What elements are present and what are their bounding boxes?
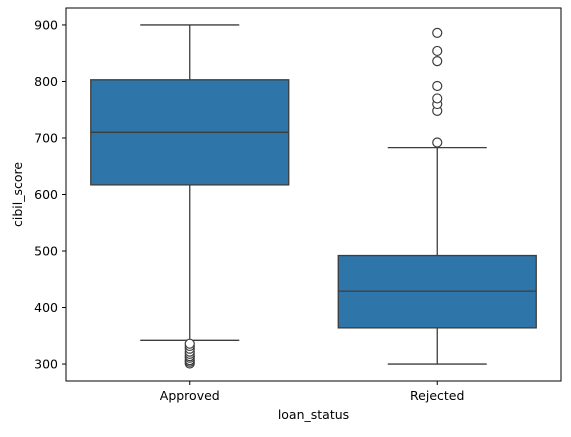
x-tick-label: Rejected: [410, 388, 464, 403]
y-tick-label: 300: [34, 357, 58, 372]
axes-frame: [65, 7, 562, 382]
outlier-point: [432, 80, 443, 92]
y-tick-label: 900: [34, 17, 58, 32]
outlier-point: [184, 338, 195, 349]
y-tick-label: 600: [34, 187, 58, 202]
outlier-point: [432, 56, 443, 67]
ticks-layer: 300 400 500 600 700 800 900 Approved Rejected: [34, 17, 464, 403]
y-axis-label: cibil_score: [10, 162, 25, 227]
outlier-point: [432, 45, 443, 57]
box-group-rejected: [337, 27, 537, 365]
outlier-point: [432, 93, 443, 104]
x-tick-label: Approved: [160, 388, 220, 403]
box-group-approved: [90, 24, 290, 369]
y-tick-label: 400: [34, 300, 58, 315]
x-axis-label: loan_status: [278, 407, 349, 422]
y-tick-label: 700: [34, 130, 58, 145]
boxes-layer: [90, 24, 537, 369]
outlier-point: [432, 27, 443, 38]
y-tick-label: 800: [34, 74, 58, 89]
y-tick-label: 500: [34, 244, 58, 259]
outlier-point: [432, 137, 443, 148]
